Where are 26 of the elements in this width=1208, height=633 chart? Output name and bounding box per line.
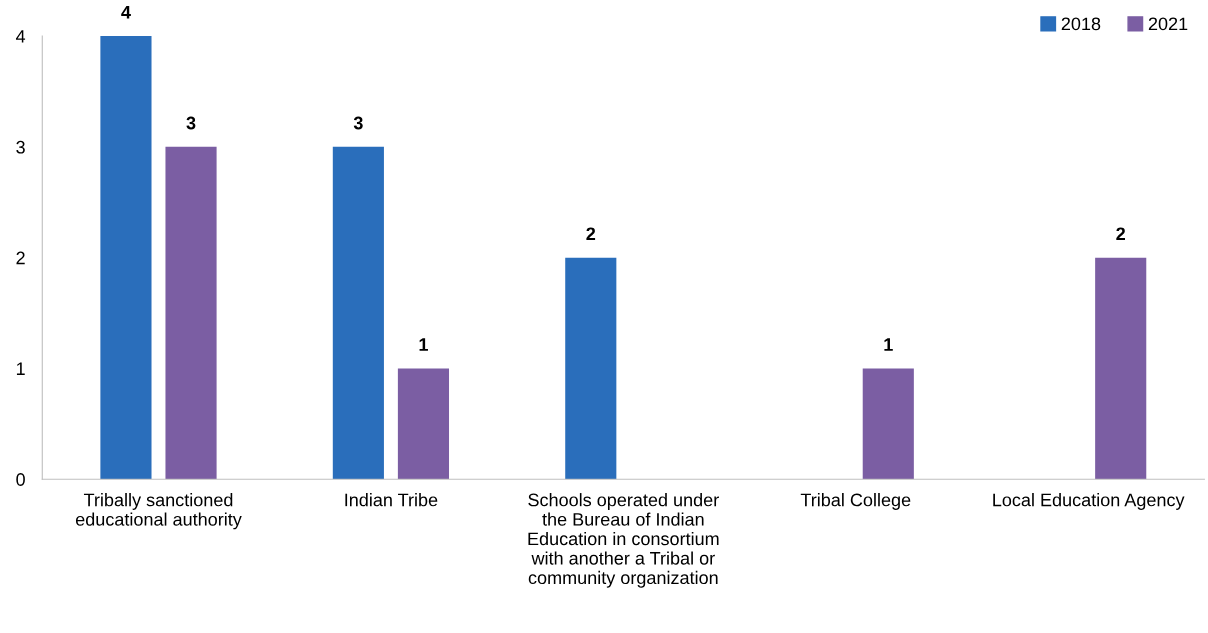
x-tick-label: Tribal College	[800, 493, 911, 510]
bar	[565, 257, 617, 480]
legend-label: 2021	[1148, 17, 1188, 31]
data-label: 2	[586, 227, 596, 240]
x-tick-label: Schools operated under the Bureau of Indian Education in consortium with another a Tribal or community organization	[528, 493, 719, 588]
bar	[100, 36, 152, 480]
bar	[862, 368, 914, 480]
y-tick-label: 3	[16, 140, 25, 154]
y-tick-label: 2	[16, 251, 25, 265]
bar	[165, 146, 217, 480]
data-label: 3	[353, 116, 363, 130]
legend-label: 2018	[1061, 17, 1101, 31]
bar	[332, 146, 384, 480]
data-label: 2	[1116, 227, 1125, 240]
data-label: 3	[186, 116, 196, 130]
x-tick-label: Tribally sanctioned educational authority	[75, 493, 242, 530]
bar	[397, 368, 450, 480]
data-label: 1	[884, 338, 893, 351]
bar	[1095, 257, 1147, 480]
x-tick-label: Indian Tribe	[345, 493, 438, 507]
x-tick-label: Local Education Agency	[993, 493, 1185, 510]
data-label: 1	[419, 338, 428, 351]
y-tick-label: 0	[16, 473, 25, 486]
y-tick-label: 4	[15, 30, 26, 43]
data-label: 4	[121, 6, 131, 19]
y-tick-label: 1	[16, 362, 25, 375]
